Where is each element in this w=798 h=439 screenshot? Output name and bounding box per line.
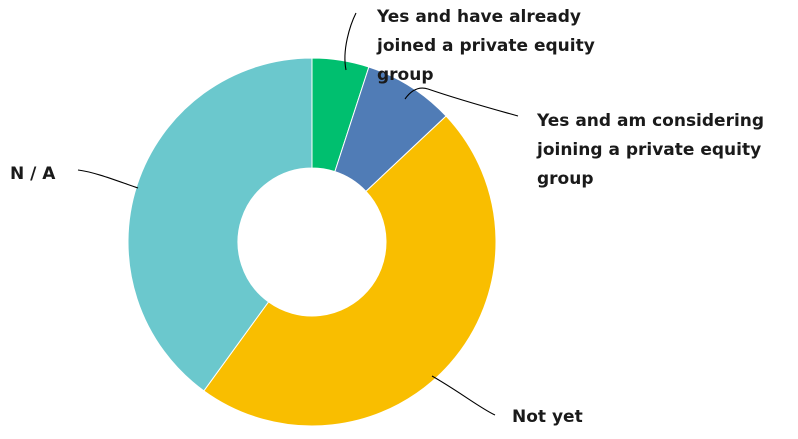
label-na-line: N / A — [10, 164, 56, 184]
leader-line-already — [344, 12, 357, 71]
label-considering-line: group — [537, 169, 594, 189]
donut-slice-na — [127, 57, 313, 392]
leader-line-not-yet — [431, 375, 496, 416]
label-already: Yes and have already joined a private eq… — [376, 7, 601, 85]
leader-line-na — [77, 169, 139, 189]
label-not-yet-line: Not yet — [512, 407, 583, 427]
leader-line-considering — [404, 87, 519, 117]
label-already-line: group — [377, 65, 434, 85]
label-considering-line: joining a private equity — [536, 140, 761, 160]
donut-slice-not-yet — [203, 115, 497, 427]
label-already-line: Yes and have already — [376, 7, 581, 27]
label-considering-line: Yes and am considering — [536, 111, 764, 131]
label-already-line: joined a private equity — [376, 36, 595, 56]
slices-layer — [127, 57, 497, 427]
label-na: N / A — [10, 164, 56, 184]
label-not-yet: Not yet — [512, 407, 583, 427]
label-considering: Yes and am considering joining a private… — [536, 111, 770, 189]
